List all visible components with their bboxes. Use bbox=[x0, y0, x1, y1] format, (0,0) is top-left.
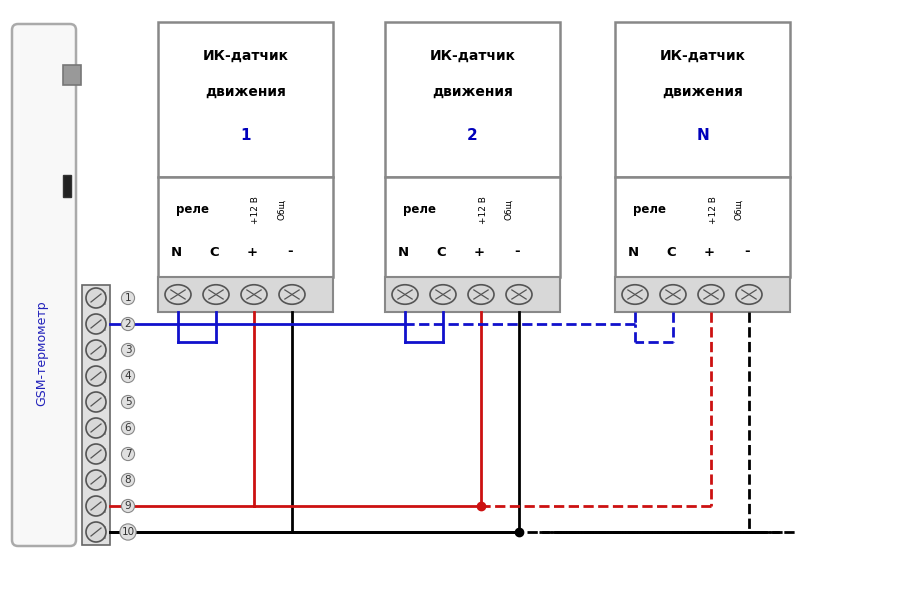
Bar bbox=[615, 177, 790, 277]
Bar bbox=[82, 285, 110, 545]
Text: реле: реле bbox=[633, 203, 666, 216]
Bar bbox=[99, 500, 105, 512]
Text: реле: реле bbox=[176, 203, 209, 216]
Circle shape bbox=[86, 522, 106, 542]
Bar bbox=[63, 65, 81, 85]
Ellipse shape bbox=[660, 285, 686, 304]
Ellipse shape bbox=[165, 285, 191, 304]
Text: 10: 10 bbox=[122, 527, 134, 537]
Text: 2: 2 bbox=[124, 319, 132, 329]
Ellipse shape bbox=[468, 285, 494, 304]
Text: реле: реле bbox=[403, 203, 436, 216]
Text: 2: 2 bbox=[467, 128, 478, 142]
Circle shape bbox=[86, 418, 106, 438]
Text: ИК-датчик: ИК-датчик bbox=[660, 49, 746, 63]
Bar bbox=[99, 448, 105, 460]
Bar bbox=[99, 370, 105, 382]
Bar bbox=[158, 177, 333, 277]
Bar bbox=[158, 22, 333, 177]
Text: движения: движения bbox=[432, 85, 513, 99]
Circle shape bbox=[86, 340, 106, 360]
Bar bbox=[99, 474, 105, 486]
Bar bbox=[99, 318, 105, 330]
Text: C: C bbox=[209, 245, 218, 258]
Text: 7: 7 bbox=[124, 449, 132, 459]
Circle shape bbox=[86, 366, 106, 386]
Text: ИК-датчик: ИК-датчик bbox=[203, 49, 289, 63]
Bar bbox=[99, 344, 105, 356]
Ellipse shape bbox=[622, 285, 648, 304]
Text: 1: 1 bbox=[240, 128, 250, 142]
Circle shape bbox=[86, 288, 106, 308]
Text: N: N bbox=[398, 245, 409, 258]
Bar bbox=[99, 396, 105, 408]
Ellipse shape bbox=[736, 285, 762, 304]
Text: -: - bbox=[515, 245, 520, 258]
Circle shape bbox=[86, 496, 106, 516]
Ellipse shape bbox=[241, 285, 267, 304]
Ellipse shape bbox=[392, 285, 418, 304]
Text: 3: 3 bbox=[124, 345, 132, 355]
Bar bbox=[615, 277, 790, 312]
Bar bbox=[385, 277, 560, 312]
Bar bbox=[99, 292, 105, 304]
Text: +: + bbox=[704, 245, 715, 258]
Text: +12 В: +12 В bbox=[251, 196, 260, 224]
Bar bbox=[99, 526, 105, 538]
Text: 8: 8 bbox=[124, 475, 132, 485]
Bar bbox=[615, 22, 790, 177]
Ellipse shape bbox=[203, 285, 229, 304]
Text: 9: 9 bbox=[124, 501, 132, 511]
Text: GSM-термометр: GSM-термометр bbox=[36, 301, 48, 406]
Text: Общ: Общ bbox=[735, 200, 744, 220]
Text: движения: движения bbox=[205, 85, 286, 99]
Bar bbox=[158, 277, 333, 312]
Text: -: - bbox=[287, 245, 292, 258]
Circle shape bbox=[86, 444, 106, 464]
Ellipse shape bbox=[279, 285, 305, 304]
FancyBboxPatch shape bbox=[12, 24, 76, 546]
Text: +12 В: +12 В bbox=[479, 196, 487, 224]
Text: N: N bbox=[627, 245, 639, 258]
Bar bbox=[99, 422, 105, 434]
Text: -: - bbox=[744, 245, 749, 258]
Text: C: C bbox=[436, 245, 446, 258]
Text: N: N bbox=[696, 128, 709, 142]
Ellipse shape bbox=[698, 285, 724, 304]
Bar bbox=[63, 175, 71, 197]
Circle shape bbox=[86, 392, 106, 412]
Text: C: C bbox=[666, 245, 675, 258]
Text: +: + bbox=[473, 245, 484, 258]
Text: +12 В: +12 В bbox=[708, 196, 717, 224]
Text: N: N bbox=[170, 245, 182, 258]
Text: ИК-датчик: ИК-датчик bbox=[430, 49, 515, 63]
Text: Общ: Общ bbox=[505, 200, 514, 220]
Text: +: + bbox=[247, 245, 258, 258]
Circle shape bbox=[86, 470, 106, 490]
Text: 4: 4 bbox=[124, 371, 132, 381]
Text: 5: 5 bbox=[124, 397, 132, 407]
Text: 6: 6 bbox=[124, 423, 132, 433]
Bar bbox=[385, 177, 560, 277]
Text: 1: 1 bbox=[124, 293, 132, 303]
Circle shape bbox=[86, 314, 106, 334]
Text: движения: движения bbox=[662, 85, 743, 99]
Ellipse shape bbox=[430, 285, 456, 304]
Bar bbox=[385, 22, 560, 177]
Text: Общ: Общ bbox=[278, 200, 287, 220]
Ellipse shape bbox=[506, 285, 532, 304]
